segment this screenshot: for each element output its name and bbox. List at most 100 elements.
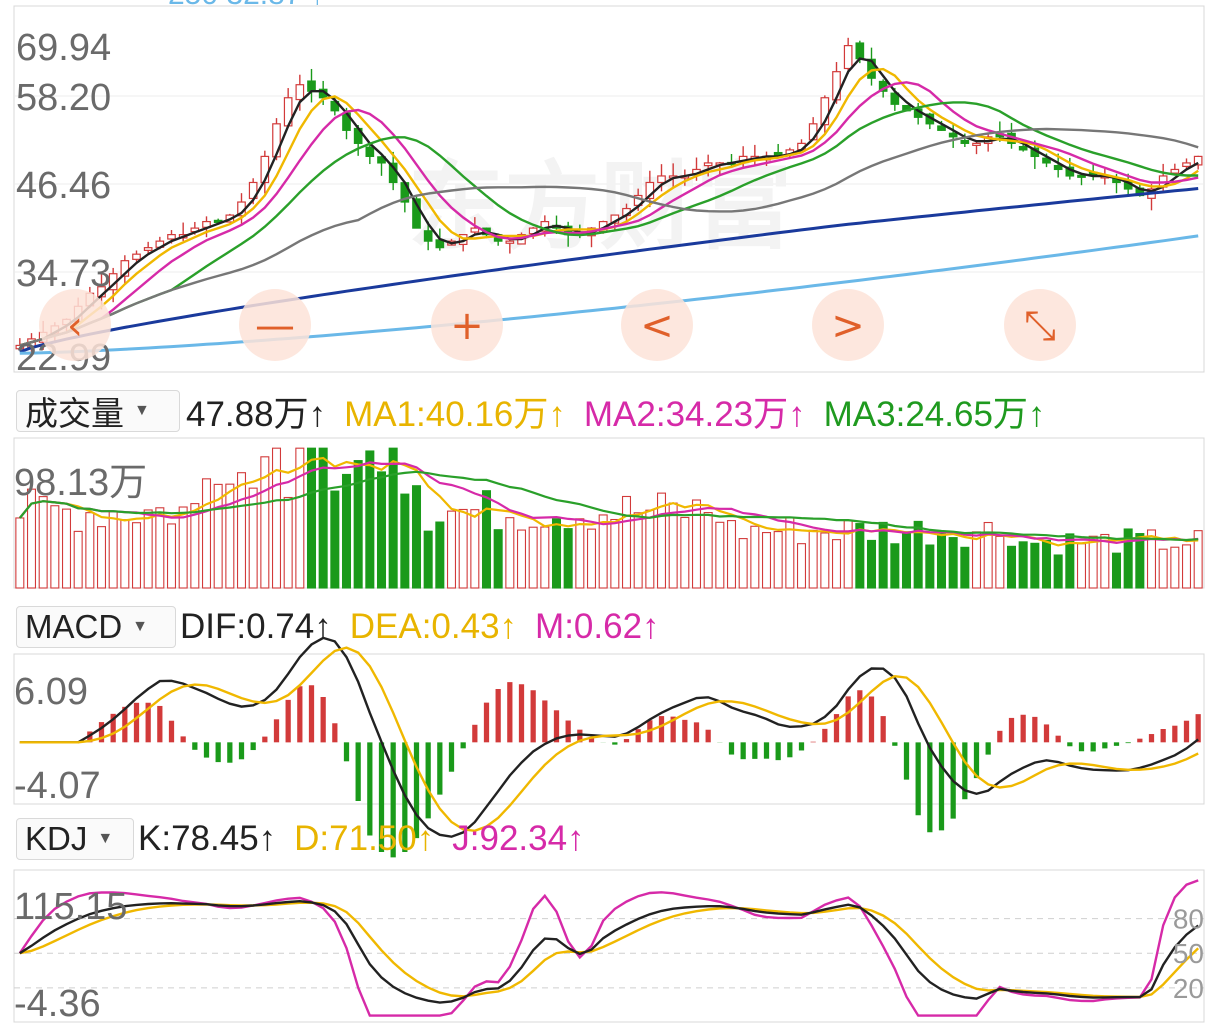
macd-dea-line xyxy=(19,646,1199,833)
volume-bar-up xyxy=(831,539,842,589)
candle-down xyxy=(960,139,970,144)
volume-bar-up xyxy=(656,492,667,589)
volume-bar-up xyxy=(248,487,258,589)
volume-bar-up xyxy=(1170,546,1180,589)
volume-bar-up xyxy=(1076,543,1087,589)
candle-up xyxy=(295,84,305,101)
volume-bar-down xyxy=(435,521,445,589)
volume-bar-up xyxy=(1158,548,1168,589)
page-left-button[interactable]: < xyxy=(621,289,693,361)
volume-bar-up xyxy=(726,520,737,589)
chevron-down-icon: ▼ xyxy=(134,402,150,419)
candle-up xyxy=(843,45,853,70)
candle-up xyxy=(1170,168,1180,174)
kdj-k-line xyxy=(19,899,1199,1004)
volume-bar-down xyxy=(423,530,433,589)
volume-bar-up xyxy=(178,506,188,589)
volume-bar-down xyxy=(901,531,912,589)
price-y-tick: 69.94 xyxy=(16,27,111,69)
nav-button-bg xyxy=(431,289,503,361)
kdj-header: KDJ ▼ K:78.45↑ D:71.50↑ J:92.34↑ xyxy=(0,814,1220,866)
price-y-tick: 34.73 xyxy=(16,253,111,295)
volume-y-tick: 98.13万 xyxy=(14,462,147,504)
candle-down xyxy=(1042,157,1051,164)
volume-bar-down xyxy=(306,447,317,589)
macd-select-label: MACD xyxy=(25,608,123,645)
volume-bar-down xyxy=(936,533,947,589)
volume-bar-up xyxy=(586,528,597,589)
volume-bar-up xyxy=(971,531,982,589)
candle-up xyxy=(657,175,666,184)
volume-bar-up xyxy=(236,472,247,589)
scroll-left-button[interactable]: ‹ xyxy=(39,289,111,361)
volume-bar-up xyxy=(38,496,48,589)
volume-bar-up xyxy=(505,517,515,589)
volume-ma2-line xyxy=(18,461,1199,545)
volume-bar-down xyxy=(1041,539,1052,589)
volume-bar-up xyxy=(271,447,282,589)
volume-bar-down xyxy=(318,447,328,589)
volume-bar-up xyxy=(213,483,223,589)
macd-y-tick: -4.07 xyxy=(14,765,101,807)
volume-bar-up xyxy=(85,512,95,589)
volume-bar-down xyxy=(1111,552,1122,589)
plus-icon: + xyxy=(450,303,484,349)
volume-bar-up xyxy=(73,530,83,589)
volume-bar-down xyxy=(1123,528,1133,589)
volume-bar-up xyxy=(633,512,643,589)
volume-bar-up xyxy=(155,507,165,589)
volume-bar-up xyxy=(761,532,772,589)
kdj-d: D:71.50↑ xyxy=(294,819,435,858)
volume-panel: 98.13万 xyxy=(13,437,1205,589)
macd-indicator-select[interactable]: MACD ▼ xyxy=(16,606,176,648)
macd-panel: 6.09 -4.07 xyxy=(13,636,1205,858)
volume-bar-down xyxy=(878,521,888,589)
kdj-y-tick: 115.15 xyxy=(14,886,127,928)
ma-line-30 xyxy=(19,101,1199,347)
zoom-out-button[interactable]: — xyxy=(239,289,311,361)
kdj-select-label: KDJ xyxy=(25,820,88,857)
volume-value: 47.88万↑ xyxy=(186,394,327,434)
volume-bar-down xyxy=(341,473,352,589)
volume-bar-up xyxy=(645,509,655,589)
volume-bar-up xyxy=(166,523,177,589)
volume-bar-up xyxy=(225,483,235,589)
volume-bar-down xyxy=(925,544,935,589)
volume-ma2: MA2:34.23万↑ xyxy=(583,394,806,434)
macd-header: MACD ▼ DIF:0.74↑ DEA:0.43↑ M:0.62↑ xyxy=(0,602,1220,654)
volume-bar-up xyxy=(983,521,993,589)
macd-dif: DIF:0.74↑ xyxy=(180,607,332,646)
page-right-button[interactable]: > xyxy=(812,289,884,361)
volume-bar-down xyxy=(913,520,923,589)
candle-down xyxy=(365,146,375,158)
volume-bar-up xyxy=(96,526,107,589)
candle-up xyxy=(167,234,176,240)
chevron-right-icon: > xyxy=(831,303,865,349)
candle-down xyxy=(1077,174,1086,178)
kdj-indicator-select[interactable]: KDJ ▼ xyxy=(16,818,134,860)
candle-down xyxy=(890,92,900,105)
zoom-in-button[interactable]: + xyxy=(431,289,503,361)
nav-button-bg xyxy=(239,289,311,361)
volume-bar-down xyxy=(1135,533,1145,589)
volume-bar-down xyxy=(1053,554,1063,589)
volume-bar-up xyxy=(516,529,527,589)
nav-button-bg xyxy=(621,289,693,361)
price-y-tick: 46.46 xyxy=(16,165,111,207)
volume-frame xyxy=(13,437,1205,589)
volume-bar-up xyxy=(61,508,72,589)
chevron-down-icon: ▼ xyxy=(97,830,114,847)
macd-y-tick: 6.09 xyxy=(14,671,88,713)
volume-indicator-select[interactable]: 成交量 ▼ xyxy=(16,390,180,432)
candle-up xyxy=(703,162,713,167)
volume-bar-up xyxy=(575,518,585,589)
nav-button-bg xyxy=(812,289,884,361)
volume-bar-up xyxy=(201,478,212,589)
candle-down xyxy=(307,80,316,92)
volume-bar-up xyxy=(1146,529,1157,589)
volume-bar-down xyxy=(1030,542,1040,589)
fullscreen-button[interactable]: ⤡ xyxy=(1004,289,1076,361)
